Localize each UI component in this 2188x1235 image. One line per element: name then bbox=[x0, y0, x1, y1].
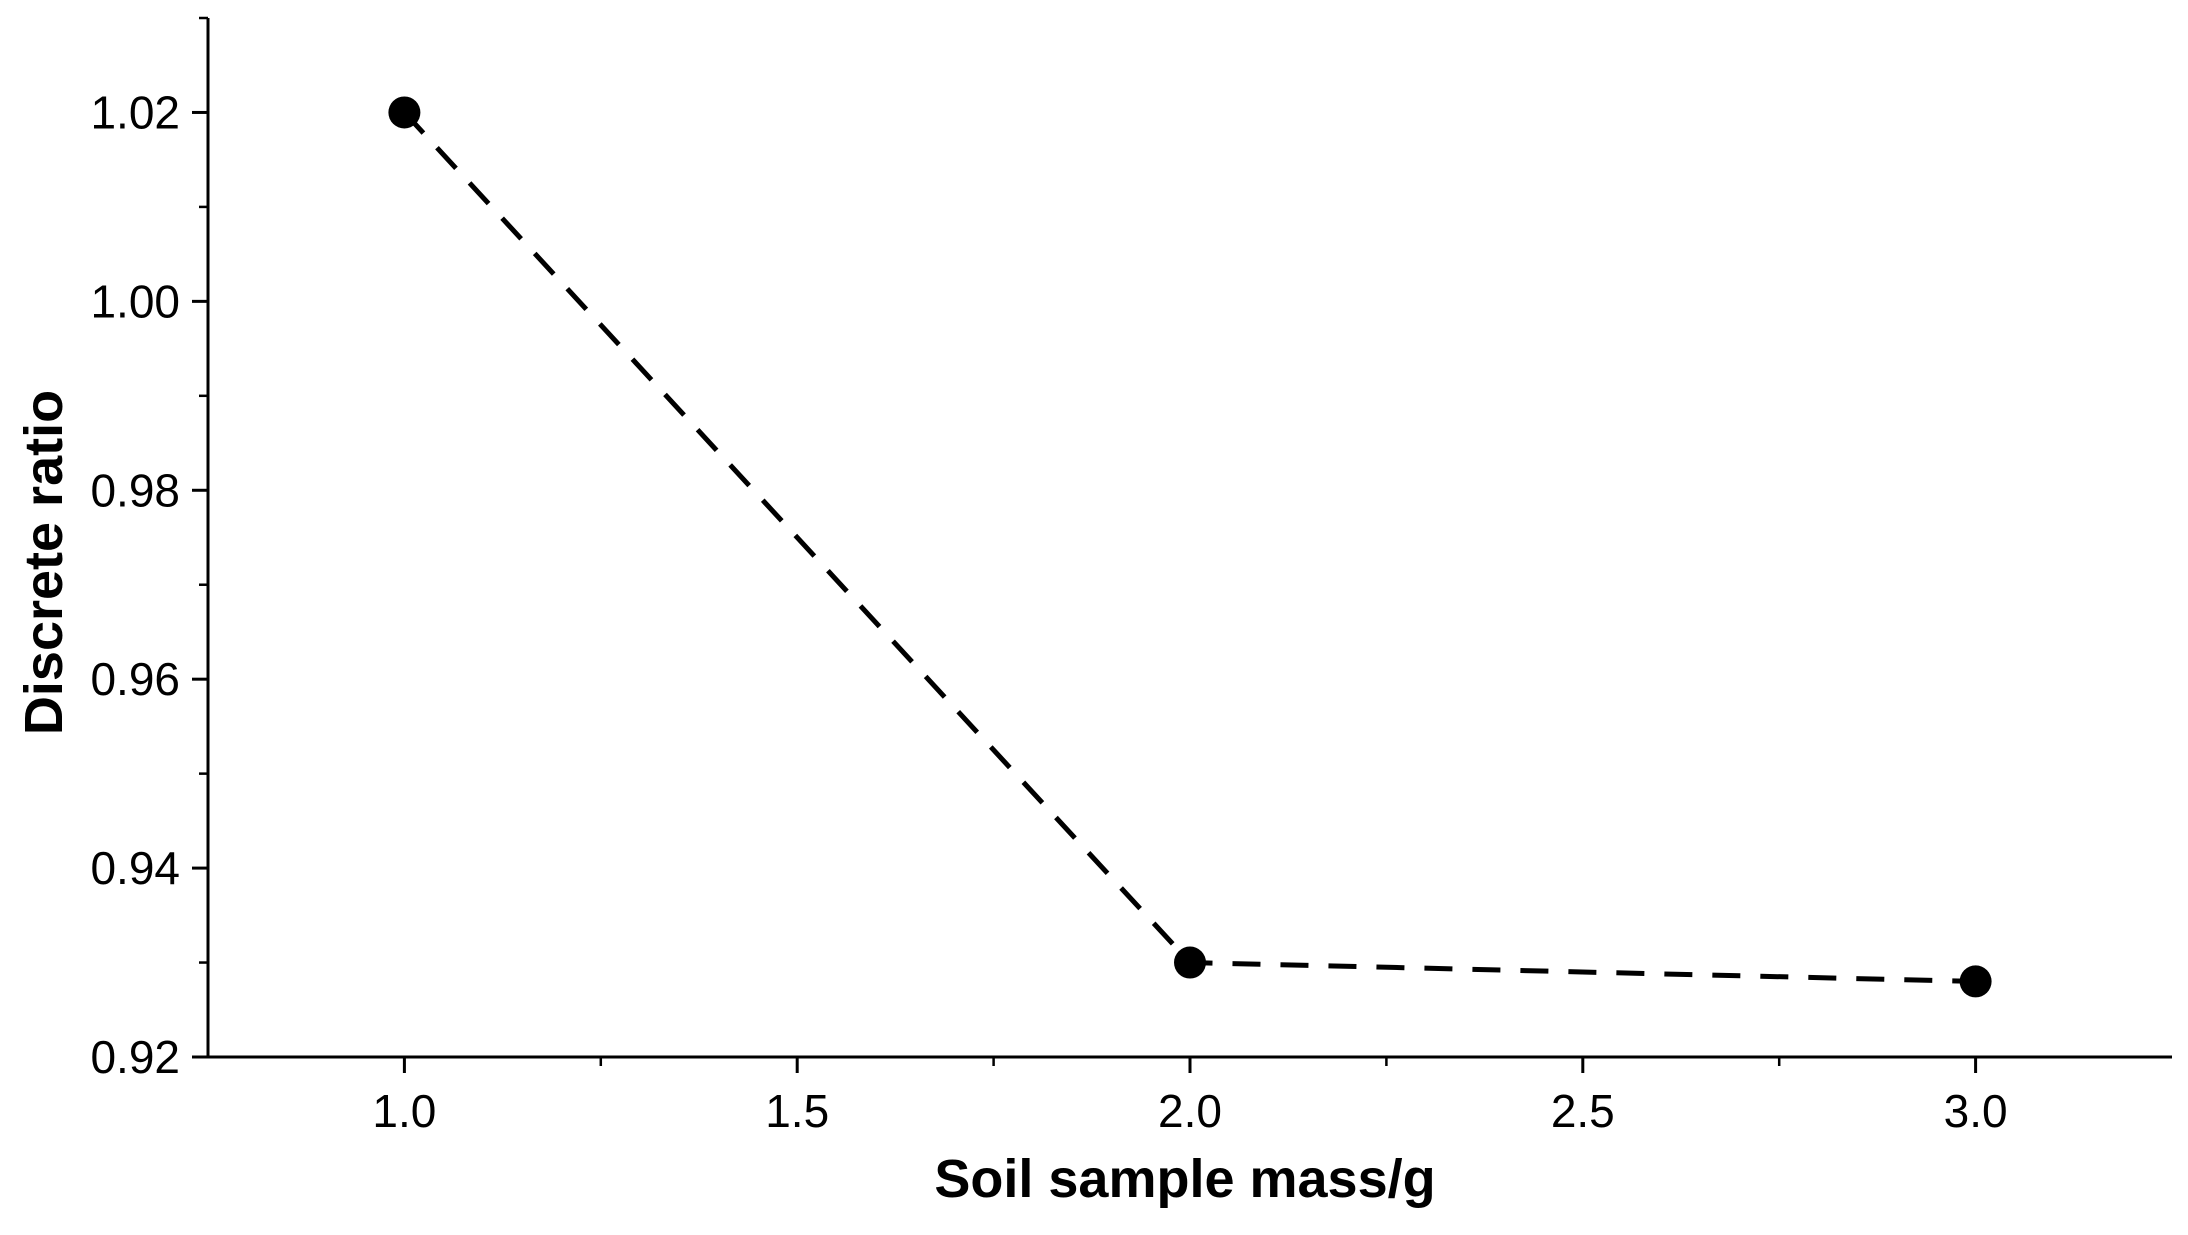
y-tick-label: 0.96 bbox=[90, 653, 180, 705]
y-tick-label: 0.94 bbox=[90, 842, 180, 894]
data-point bbox=[1174, 946, 1206, 979]
x-axis-ticks: 1.0 1.5 2.0 2.5 3.0 bbox=[372, 1057, 2008, 1137]
series-line bbox=[402, 110, 1976, 984]
x-tick-label: 2.0 bbox=[1158, 1085, 1222, 1137]
y-tick-label: 1.02 bbox=[90, 86, 180, 138]
x-tick-label: 1.0 bbox=[372, 1085, 436, 1137]
y-axis-title: Discrete ratio bbox=[14, 390, 74, 735]
y-axis-ticks: 0.92 0.94 0.96 0.98 1.00 1.02 bbox=[90, 16, 208, 1083]
axes bbox=[206, 18, 2172, 1059]
x-tick-label: 2.5 bbox=[1551, 1085, 1615, 1137]
x-tick-label: 3.0 bbox=[1944, 1085, 2008, 1137]
data-point bbox=[1959, 965, 1992, 998]
series-layer bbox=[388, 96, 1992, 998]
x-tick-label: 1.5 bbox=[765, 1085, 829, 1137]
y-tick-label: 1.00 bbox=[90, 275, 180, 327]
data-point bbox=[388, 96, 421, 129]
y-tick-label: 0.92 bbox=[90, 1031, 180, 1083]
x-axis-title: Soil sample mass/g bbox=[934, 1149, 1435, 1209]
y-tick-label: 0.98 bbox=[90, 464, 180, 516]
